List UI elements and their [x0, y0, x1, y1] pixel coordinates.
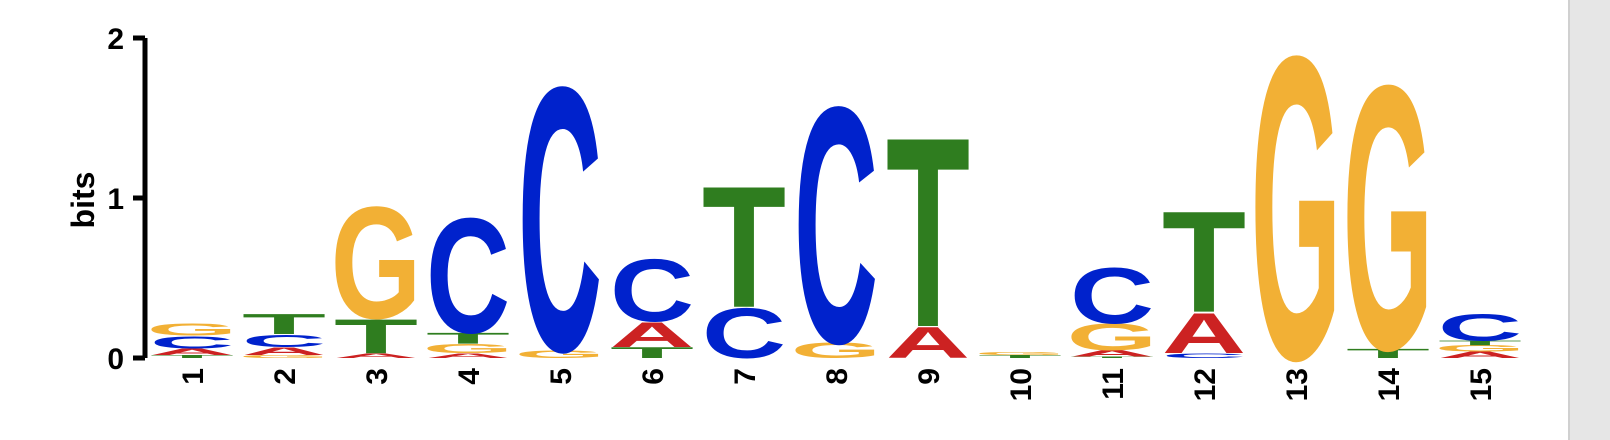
- logo-letter-c: C: [1438, 307, 1522, 349]
- logo-letter-a: A: [1162, 301, 1246, 366]
- logo-letter-a: A: [426, 352, 510, 360]
- logo-letter-a: A: [334, 352, 418, 360]
- logo-letter-a: A: [150, 347, 234, 357]
- logo-letter-g: G: [423, 341, 514, 356]
- logo-letter-g: G: [1067, 316, 1158, 358]
- y-tick-label: 1: [107, 183, 124, 216]
- position-label: 8: [821, 368, 854, 385]
- logo-letter-c: C: [242, 331, 326, 351]
- logo-letter-t: T: [610, 344, 694, 361]
- logo-letter-g: G: [975, 351, 1066, 356]
- position-labels: 1 2 3 4 5 6 7 8 9 10 11 12 13 14 15: [177, 368, 1498, 402]
- logo-letter-a: A: [1070, 348, 1154, 358]
- position-label: 4: [453, 368, 486, 385]
- position-label: 11: [1097, 368, 1130, 400]
- y-tick-label: 2: [107, 23, 124, 56]
- position-label: 9: [913, 368, 946, 385]
- logo-letter-g: G: [239, 354, 330, 359]
- logo-letter-g: G: [1435, 344, 1526, 354]
- position-label: 6: [637, 368, 670, 385]
- scrollbar-edge: [1568, 0, 1610, 440]
- position-label: 15: [1465, 368, 1498, 401]
- logo-letter-t: T: [1162, 181, 1246, 343]
- logo-letter-a: A: [610, 315, 694, 355]
- logo-letter-c: C: [1070, 251, 1154, 341]
- logo-letter-t: T: [1438, 339, 1522, 346]
- position-label: 1: [177, 368, 210, 385]
- position-label: 7: [729, 368, 762, 385]
- position-label: 3: [361, 368, 394, 385]
- position-label: 13: [1281, 368, 1314, 401]
- logo-letter-a: A: [242, 345, 326, 357]
- position-label: 10: [1005, 368, 1038, 401]
- position-label: 14: [1373, 368, 1406, 402]
- logo-letter-c: C: [518, 9, 602, 431]
- logo-letter-t: T: [1346, 346, 1430, 361]
- logo-letter-c: C: [426, 185, 510, 368]
- logo-letter-c: C: [150, 332, 234, 352]
- logo-letter-a: A: [886, 318, 970, 368]
- logo-letter-t: T: [334, 309, 418, 364]
- position-label: 2: [269, 368, 302, 385]
- logo-letter-c: C: [1162, 352, 1246, 360]
- logo-letter-g: G: [331, 173, 422, 352]
- y-tick-label: 0: [107, 343, 124, 376]
- logo-letter-g: G: [1251, 0, 1342, 440]
- logo-letter-t: T: [886, 80, 970, 384]
- logo-letter-c: C: [794, 36, 878, 414]
- logo-letter-c: C: [610, 241, 694, 340]
- logo-letter-t: T: [426, 329, 510, 346]
- logo-letter-t: T: [1070, 356, 1154, 358]
- logo-letter-a: A: [1438, 350, 1522, 360]
- logo-letter-t: T: [702, 151, 786, 345]
- logo-letter-t: T: [242, 308, 326, 340]
- position-label: 5: [545, 368, 578, 385]
- logo-letter-g: G: [515, 348, 606, 360]
- logo-letter-g: G: [1343, 8, 1434, 430]
- logo-letter-t: T: [150, 354, 234, 359]
- position-label: 12: [1189, 368, 1222, 401]
- logo-letter-t: T: [978, 354, 1062, 359]
- logo-letter-c: C: [702, 295, 786, 374]
- logo-letter-g: G: [147, 319, 238, 339]
- y-axis-title: bits: [65, 172, 101, 229]
- logo-letter-g: G: [791, 338, 882, 363]
